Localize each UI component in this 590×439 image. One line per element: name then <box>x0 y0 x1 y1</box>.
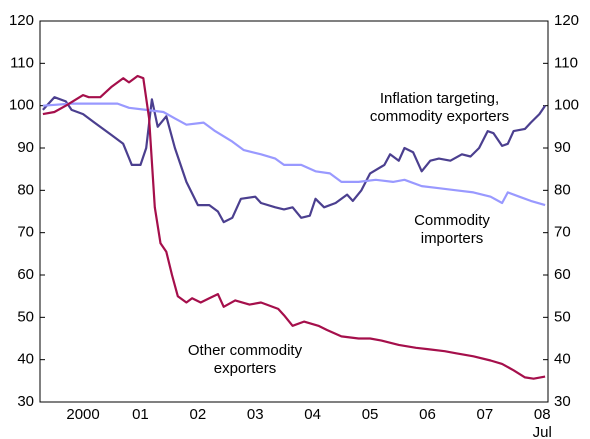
x-tick-label: 05 <box>362 406 379 423</box>
series-label: Other commodity exporters <box>187 342 303 377</box>
series-line <box>42 102 546 207</box>
y-tick-label: 110 <box>10 54 34 71</box>
x-tick-label: 03 <box>247 406 264 423</box>
y-tick-label: 50 <box>17 308 34 325</box>
x-tick-label: 04 <box>304 406 321 423</box>
x-tick-label: 01 <box>132 406 149 423</box>
series-label: Commodity importers <box>414 212 490 247</box>
x-tick-label: 08 <box>534 406 551 423</box>
y2-tick-label: 100 <box>554 97 579 114</box>
y2-tick-label: 120 <box>554 12 579 29</box>
y2-tick-label: 60 <box>554 266 571 283</box>
series-line <box>42 96 547 224</box>
y-tick-label: 70 <box>17 224 34 241</box>
series-label: Inflation targeting, commodity exporters <box>369 90 510 125</box>
y-tick-label: 80 <box>17 181 34 198</box>
x-tick-label: 06 <box>419 406 436 423</box>
x-tick-label: 02 <box>190 406 207 423</box>
x-tick-label: 07 <box>477 406 494 423</box>
x-tick-label: 2000 <box>66 406 99 423</box>
y-tick-label: 100 <box>9 97 34 114</box>
y2-tick-label: 30 <box>554 393 571 410</box>
y-tick-label: 60 <box>17 266 34 283</box>
y-tick-label: 90 <box>17 139 34 156</box>
y2-tick-label: 110 <box>554 54 578 71</box>
y-tick-label: 120 <box>9 12 34 29</box>
y2-tick-label: 40 <box>554 351 571 368</box>
y2-tick-label: 80 <box>554 181 571 198</box>
x-note: Jul <box>533 424 552 439</box>
series-line <box>42 74 546 380</box>
y2-tick-label: 50 <box>554 308 571 325</box>
plot-frame <box>39 20 549 403</box>
y-tick-label: 40 <box>17 351 34 368</box>
y-tick-label: 30 <box>17 393 34 410</box>
y2-tick-label: 70 <box>554 224 571 241</box>
y2-tick-label: 90 <box>554 139 571 156</box>
